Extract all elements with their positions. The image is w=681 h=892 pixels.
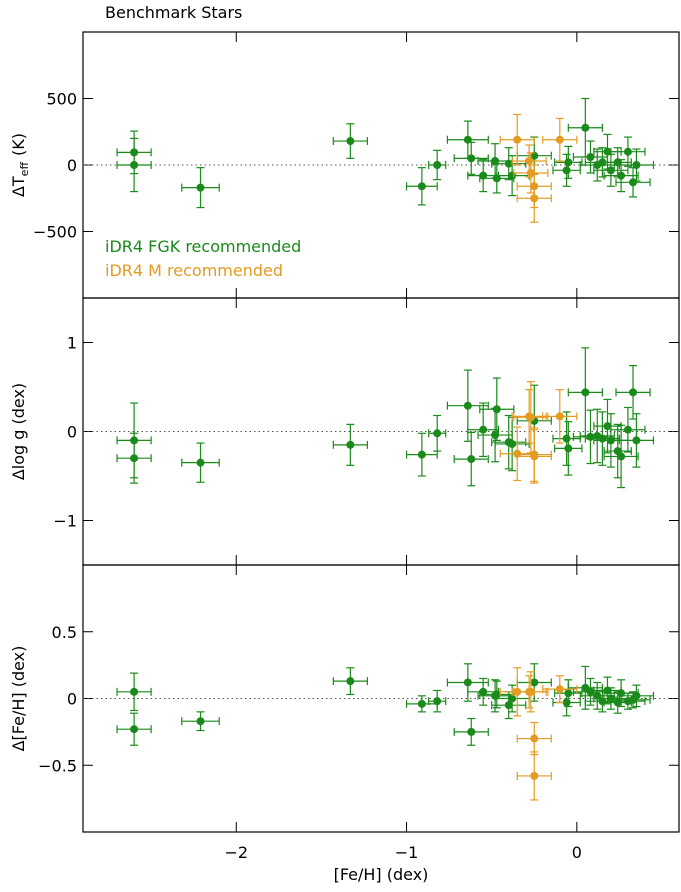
data-point [130,161,139,169]
data-point [632,691,641,700]
data-point [581,388,590,397]
data-point [525,157,534,166]
data-point [632,436,641,445]
x-tick-label: −1 [395,843,419,862]
data-point [632,161,641,169]
data-point [603,686,612,695]
x-tick-label: −2 [224,843,248,862]
data-point [467,154,476,163]
data-point [562,434,571,443]
data-point [467,727,476,736]
data-point [479,687,488,696]
data-point [564,444,573,453]
data-point [433,429,442,438]
chart-title: Benchmark Stars [105,3,242,22]
y-tick-label: 0 [67,690,77,709]
data-point [130,687,139,696]
y-tick-label: 0 [67,156,77,175]
data-point [346,677,355,686]
data-point [586,153,595,162]
data-point [555,135,564,144]
data-point [504,159,513,168]
data-point [130,454,139,463]
y-label-unit: (K) [9,133,28,156]
data-point [492,690,501,699]
y-tick-label: −500 [33,223,77,242]
data-point [196,458,205,467]
data-point [530,771,539,780]
data-point [346,440,355,449]
data-point [603,422,612,431]
data-point [513,135,522,144]
y-label-text: ΔT [9,176,28,197]
y-label-sub: eff [18,162,31,177]
data-point [417,182,426,191]
data-point [564,158,573,167]
data-point [617,171,626,180]
data-point [504,701,513,710]
data-point [530,194,539,203]
y-tick-label: −0.5 [38,756,77,775]
data-point [463,135,472,144]
data-point [617,452,626,461]
data-point [463,401,472,410]
y-tick-label: −1 [53,512,77,531]
data-point [623,425,632,434]
data-point [530,678,539,687]
data-point [555,685,564,694]
x-axis-label: [Fe/H] (dex) [334,865,429,884]
y-axis-label: Δ[Fe/H] (dex) [9,646,28,752]
data-point [196,717,205,726]
y-axis-label: Δlog g (dex) [9,383,28,480]
data-point [555,412,564,421]
data-point [629,388,638,397]
data-point [508,439,517,448]
data-point [346,137,355,146]
y-label-text: Δlog g (dex) [9,383,28,480]
data-point [530,734,539,743]
data-point [508,694,517,703]
data-point [491,431,500,440]
data-point [525,412,534,421]
data-point [598,434,607,443]
data-point [530,151,539,160]
data-point [479,425,488,434]
y-tick-label: 500 [46,90,77,109]
data-point [479,171,488,180]
legend-label: iDR4 M recommended [105,261,283,280]
y-label-text: Δ[Fe/H] (dex) [9,646,28,752]
data-point [629,178,638,187]
data-point [433,161,442,169]
data-point [530,452,539,461]
data-point [586,432,595,441]
data-point [463,678,472,687]
data-point [562,698,571,707]
data-point [525,687,534,696]
data-point [417,450,426,459]
data-point [564,689,573,698]
data-point [492,405,501,414]
data-point [593,691,602,700]
x-tick-label: 0 [572,843,582,862]
data-point [562,166,571,175]
legend-label: iDR4 FGK recommended [105,237,301,256]
data-point [603,147,612,156]
data-point [526,168,535,177]
data-point [467,455,476,464]
y-tick-label: 0.5 [52,623,77,642]
data-point [606,436,615,445]
data-point [130,725,139,734]
data-point [196,183,205,192]
data-point [433,697,442,706]
data-point [623,147,632,156]
data-point [581,123,590,132]
data-point [417,699,426,708]
y-tick-label: 0 [67,423,77,442]
y-tick-label: 1 [67,334,77,353]
y-axis-label: ΔTeff (K) [9,133,31,197]
data-point [491,157,500,166]
data-point [606,166,615,175]
data-point [586,687,595,696]
